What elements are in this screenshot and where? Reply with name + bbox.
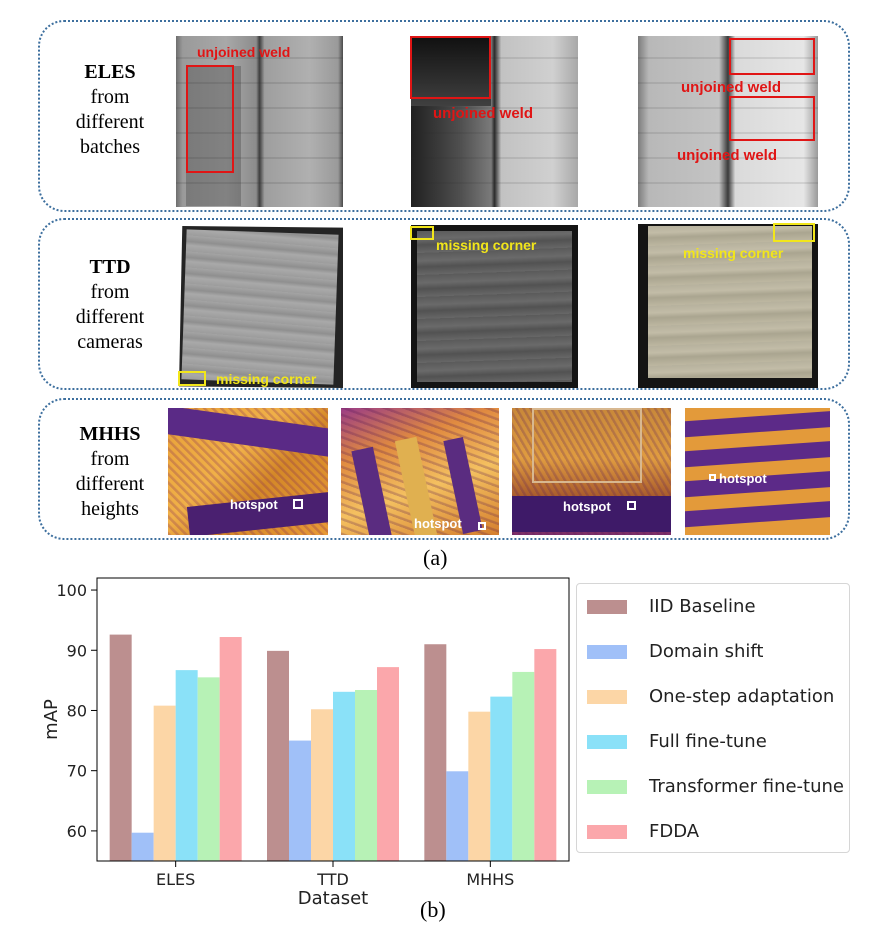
missing-corner-box: [410, 226, 434, 240]
row-line: heights: [81, 498, 139, 520]
unjoined-weld-box: [729, 96, 815, 141]
bar: [333, 691, 355, 861]
missing-corner-box: [773, 223, 815, 242]
hotspot-label: hotspot: [719, 471, 767, 486]
chart-legend: IID Baseline Domain shift One-step adapt…: [576, 583, 850, 853]
legend-swatch: [587, 600, 627, 614]
hotspot-label: hotspot: [563, 499, 611, 514]
unjoined-weld-box: [729, 38, 815, 75]
eles-image-1: [176, 36, 343, 207]
x-tick-label: TTD: [316, 870, 349, 889]
unjoined-weld-label: unjoined weld: [677, 147, 777, 164]
bar: [468, 711, 491, 861]
eles-image-2: [411, 36, 578, 207]
legend-label: Transformer fine-tune: [649, 776, 844, 797]
bar: [267, 650, 289, 861]
missing-corner-label: missing corner: [683, 245, 784, 261]
ttd-panel: [38, 218, 850, 390]
bar: [490, 696, 513, 861]
row-line: batches: [80, 136, 140, 158]
y-tick-label: 70: [67, 762, 87, 781]
bar: [109, 634, 132, 861]
bar: [131, 832, 154, 861]
legend-swatch: [587, 735, 627, 749]
row-line: different: [75, 306, 145, 328]
missing-corner-label: missing corner: [216, 371, 317, 387]
row-line: different: [75, 473, 145, 495]
caption-b: (b): [420, 897, 446, 922]
mhhs-image-1: [168, 408, 328, 535]
row-title: ELES: [84, 61, 136, 83]
bar-chart: 60 70 80 90 100 ELES TTD MHHS Dataset mAP: [41, 577, 570, 909]
row-line: different: [75, 111, 145, 133]
unjoined-weld-label: unjoined weld: [681, 79, 781, 96]
ttd-row-label: TTD from different cameras: [52, 255, 168, 355]
unjoined-weld-box: [410, 36, 491, 99]
bar: [289, 740, 311, 861]
row-line: cameras: [77, 331, 143, 353]
missing-corner-label: missing corner: [436, 237, 537, 253]
mhhs-panel: [38, 398, 850, 540]
hotspot-box: [293, 499, 303, 509]
legend-label: One-step adaptation: [649, 686, 835, 707]
y-tick-label: 80: [67, 701, 87, 720]
legend-swatch: [587, 645, 627, 659]
x-tick-label: ELES: [156, 870, 195, 889]
legend-label: IID Baseline: [649, 596, 756, 617]
caption-a: (a): [423, 545, 448, 570]
mhhs-image-4: [685, 408, 830, 535]
y-tick-label: 100: [56, 581, 87, 600]
y-tick-label: 60: [67, 822, 87, 841]
row-title: TTD: [89, 256, 131, 278]
bar: [175, 670, 198, 861]
legend-label: Full fine-tune: [649, 731, 767, 752]
unjoined-weld-label: unjoined weld: [197, 44, 291, 60]
bar: [153, 705, 176, 861]
unjoined-weld-box: [186, 65, 234, 173]
missing-corner-box: [178, 371, 206, 386]
ttd-image-2: [411, 225, 578, 388]
bar: [512, 671, 535, 861]
legend-label: FDDA: [649, 821, 700, 842]
hotspot-label: hotspot: [230, 497, 278, 512]
legend-label: Domain shift: [649, 641, 764, 662]
row-title: MHHS: [79, 423, 141, 445]
legend-swatch: [587, 825, 627, 839]
eles-panel: [38, 20, 850, 212]
row-line: from: [90, 281, 130, 303]
hotspot-box: [478, 522, 486, 530]
bar: [355, 689, 377, 861]
hotspot-label: hotspot: [414, 516, 462, 531]
ttd-image-3: [638, 224, 818, 388]
eles-row-label: ELES from different batches: [52, 60, 168, 160]
ttd-image-1: [176, 224, 343, 388]
unjoined-weld-label: unjoined weld: [433, 105, 533, 122]
bar: [446, 771, 469, 861]
bar: [424, 644, 447, 861]
hotspot-box: [627, 501, 636, 510]
row-line: from: [90, 86, 130, 108]
x-axis-label: Dataset: [298, 888, 369, 909]
bar: [377, 667, 399, 861]
x-tick-label: MHHS: [466, 870, 514, 889]
eles-image-3: [638, 36, 818, 207]
legend-swatch: [587, 780, 627, 794]
hotspot-box: [709, 474, 716, 481]
legend-swatch: [587, 690, 627, 704]
mhhs-image-3: [512, 408, 671, 535]
bar: [311, 709, 333, 861]
bar: [219, 637, 242, 861]
mhhs-row-label: MHHS from different heights: [52, 422, 168, 522]
mhhs-image-2: [341, 408, 499, 535]
bar: [197, 677, 220, 861]
row-line: from: [90, 448, 130, 470]
bar: [534, 649, 557, 861]
y-tick-label: 90: [67, 641, 87, 660]
y-axis-label: mAP: [41, 699, 62, 740]
